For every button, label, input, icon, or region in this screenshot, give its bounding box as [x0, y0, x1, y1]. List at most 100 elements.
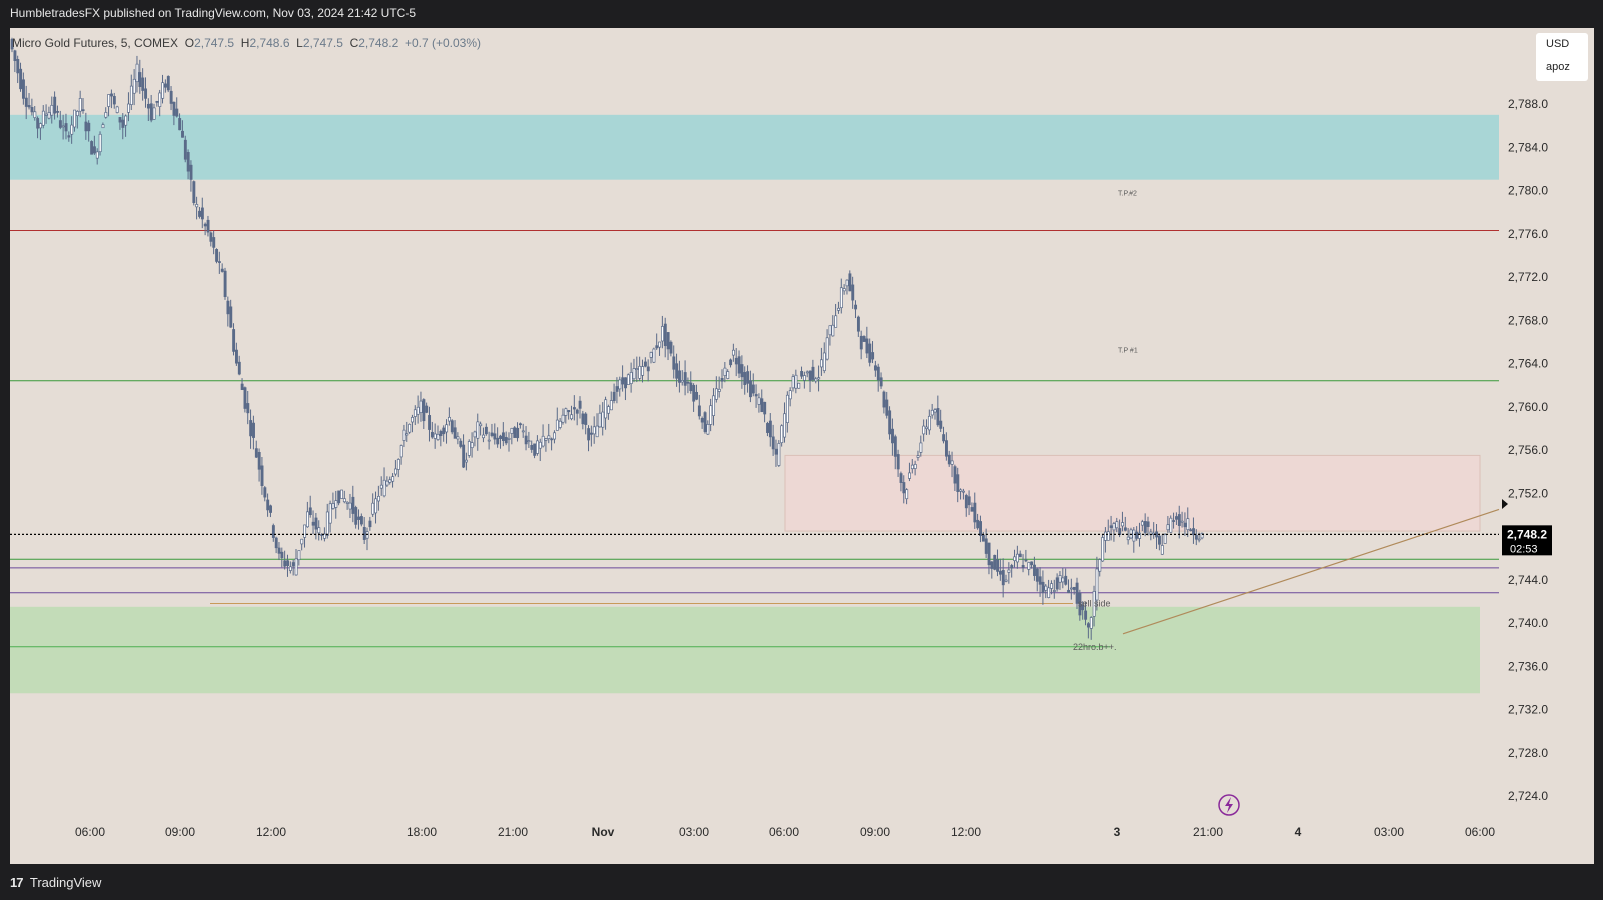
y-tick-label: 2,732.0: [1508, 703, 1548, 717]
candle-body: [885, 399, 889, 416]
candle-body: [774, 448, 778, 455]
candle-body: [1121, 522, 1124, 527]
candle-body: [643, 361, 647, 367]
candle-body: [340, 489, 343, 499]
candle-body: [595, 425, 599, 438]
candle-body: [970, 507, 974, 512]
candle-body: [183, 139, 187, 160]
candle-body: [422, 399, 426, 422]
y-tick-label: 2,724.0: [1508, 789, 1548, 803]
candle-body: [388, 479, 392, 483]
high-label: H: [240, 36, 250, 50]
price-chart[interactable]: T.P.#2 T.P #1 sell side 22hro.b++. 2,788.0 2,…: [10, 28, 1594, 864]
candle-body: [536, 440, 539, 454]
candle-body: [805, 371, 809, 374]
candle-body: [1158, 535, 1161, 545]
candle-body: [149, 103, 153, 121]
candle-body: [555, 419, 559, 431]
candle-body: [868, 343, 872, 363]
candle-body: [1050, 583, 1053, 589]
candle-body: [64, 123, 68, 132]
candle-body: [24, 97, 28, 107]
candle-body: [56, 111, 59, 113]
candle-body: [129, 85, 133, 105]
candle-body: [379, 484, 383, 489]
candle-body: [297, 550, 301, 561]
candle-body: [797, 382, 801, 389]
candle-body: [1035, 568, 1039, 582]
candle-body: [1047, 587, 1051, 598]
candle-body: [785, 394, 789, 423]
x-tick-label: 09:00: [860, 825, 890, 839]
candle-body: [141, 77, 145, 91]
candle-body: [374, 498, 378, 514]
currency-selector[interactable]: USD apoz: [1536, 33, 1588, 81]
candle-body: [269, 505, 272, 513]
candle-body: [1104, 531, 1107, 541]
candle-body: [550, 438, 554, 441]
candle-body: [581, 413, 585, 425]
countdown-label: 02:53: [1510, 543, 1538, 555]
candle-body: [575, 409, 579, 414]
candle-body: [58, 120, 62, 128]
candle-body: [865, 338, 869, 354]
candle-body: [215, 249, 219, 262]
candle-body: [41, 110, 45, 126]
candle-body: [913, 463, 917, 469]
candle-body: [547, 435, 551, 439]
candle-body: [212, 237, 216, 248]
candle-body: [328, 503, 332, 524]
unit-label[interactable]: apoz: [1546, 61, 1570, 73]
candle-body: [445, 424, 449, 433]
candle-body: [1052, 590, 1056, 592]
x-tick-label: 12:00: [951, 825, 981, 839]
candle-body: [680, 380, 684, 383]
candle-body: [1038, 576, 1042, 585]
candle-body: [325, 511, 329, 536]
candle-body: [976, 519, 980, 529]
candle-body: [1197, 538, 1201, 541]
candle-body: [1183, 522, 1187, 528]
candle-body: [439, 430, 443, 437]
candle-body: [811, 366, 815, 380]
zone-rect: [10, 114, 1499, 180]
candle-body: [584, 413, 588, 425]
y-tick-label: 2,756.0: [1508, 443, 1548, 457]
candle-body: [598, 412, 602, 428]
candle-body: [416, 406, 420, 415]
candle-body: [919, 442, 923, 453]
candle-body: [300, 538, 304, 545]
candle-body: [553, 432, 556, 440]
candle-body: [189, 164, 193, 180]
candle-body: [1067, 589, 1071, 594]
candle-body: [683, 372, 687, 386]
candle-body: [1169, 517, 1173, 533]
candle-body: [609, 400, 613, 411]
candle-body: [618, 379, 622, 390]
candle-body: [638, 365, 642, 379]
y-tick-label: 2,736.0: [1508, 659, 1548, 673]
candle-body: [16, 59, 20, 74]
candle-body: [203, 223, 207, 227]
candle-body: [200, 207, 204, 220]
currency-label[interactable]: USD: [1546, 38, 1570, 50]
candle-body: [169, 90, 173, 104]
candle-body: [927, 415, 931, 431]
chart-area[interactable]: T.P.#2 T.P #1 sell side 22hro.b++. 2,788.0 2,…: [10, 28, 1594, 864]
tradingview-logo-icon[interactable]: 17: [10, 875, 24, 890]
symbol-name[interactable]: Micro Gold Futures, 5, COMEX: [12, 36, 179, 50]
candle-body: [709, 405, 713, 425]
candle-body: [27, 105, 31, 108]
candle-body: [990, 561, 994, 569]
candle-body: [198, 210, 201, 217]
candle-body: [1135, 531, 1139, 539]
candle-body: [572, 407, 576, 410]
candle-body: [925, 426, 929, 429]
candle-body: [661, 326, 664, 342]
candle-body: [433, 433, 437, 439]
brand-name[interactable]: TradingView: [29, 875, 102, 890]
x-tick-label: 06:00: [769, 825, 799, 839]
candle-body: [697, 405, 701, 417]
candle-body: [964, 495, 968, 509]
candle-body: [800, 371, 804, 377]
